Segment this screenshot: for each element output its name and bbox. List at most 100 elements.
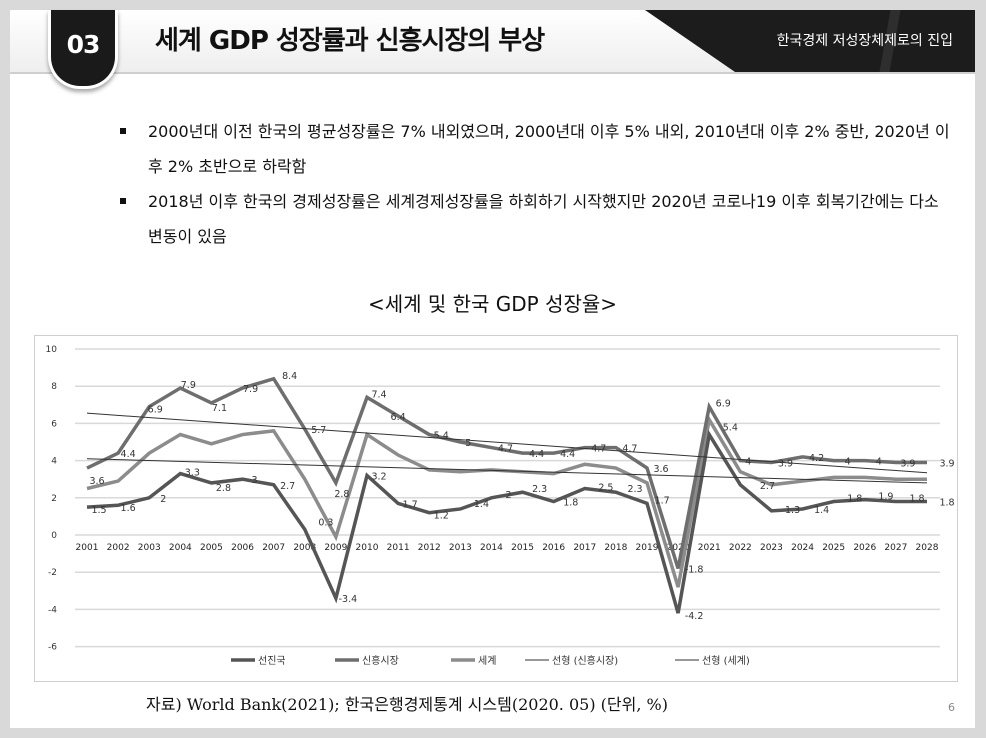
legend-label: 신흥시장 [362, 654, 399, 667]
y-tick-label: 4 [51, 457, 57, 467]
data-label: 1.5 [91, 505, 106, 516]
data-label: 3 [252, 475, 258, 486]
y-tick-label: -2 [48, 568, 57, 578]
data-label: 6.9 [148, 405, 163, 416]
data-label: 2.7 [760, 481, 775, 492]
gdp-growth-line-chart: -6 -4 -2 0 2 4 6 8 10 2001 2002 2003 2004 2005 2006 200… [46, 345, 955, 667]
slide-subtitle: 한국경제 저성장체제로의 진입 [776, 33, 953, 49]
chart-title: <세계 및 한국 GDP 성장율> [367, 292, 618, 316]
y-tick-label: 10 [46, 345, 58, 355]
data-label: 1.4 [814, 505, 829, 516]
x-tick-label: 2018 [604, 543, 627, 553]
section-number-tab: 03 [48, 10, 118, 89]
x-tick-label: 2027 [884, 543, 907, 553]
data-label: -3.4 [339, 594, 358, 605]
data-label: 7.4 [371, 389, 386, 400]
page-number: 6 [948, 701, 955, 714]
data-label: 4.4 [560, 449, 575, 460]
slide-header: 03 세계 GDP 성장률과 신흥시장의 부상 한국경제 저성장체제로의 진입 [10, 10, 975, 89]
x-tick-label: 2002 [107, 543, 130, 553]
x-tick-label: 2025 [822, 543, 845, 553]
x-tick-label: 2005 [200, 543, 223, 553]
data-label: 5.7 [311, 425, 326, 436]
data-label: 1.8 [563, 498, 578, 509]
legend-label: 세계 [478, 655, 496, 667]
x-tick-label: 2026 [853, 543, 876, 553]
x-tick-label: 2012 [418, 543, 441, 553]
chart-container: -6 -4 -2 0 2 4 6 8 10 2001 2002 2003 2004 2005 2006 200… [34, 335, 958, 682]
legend-label: 선진국 [258, 655, 286, 667]
trendline-world [86, 458, 928, 484]
series-line-advanced [86, 429, 927, 614]
x-tick-label: 2004 [169, 543, 192, 553]
data-label: 1.2 [434, 511, 449, 522]
data-label: 4.7 [591, 444, 606, 455]
bullet-list: 2000년대 이전 한국의 평균성장률은 7% 내외였으며, 2000년대 이후… [118, 114, 958, 254]
data-label: 4.4 [121, 449, 136, 460]
y-tick-label: 6 [51, 419, 57, 429]
data-label: 8.4 [282, 371, 297, 382]
data-label: 7.9 [243, 384, 258, 395]
data-label: 3.9 [778, 458, 793, 469]
data-label: -1.8 [685, 564, 704, 575]
y-tick-label: 2 [51, 494, 57, 504]
y-tick-label: -4 [48, 605, 57, 615]
series-line-emerging [86, 376, 927, 569]
bullet-item: 2000년대 이전 한국의 평균성장률은 7% 내외였으며, 2000년대 이후… [118, 114, 958, 184]
data-label: -4.2 [685, 611, 704, 622]
data-label: 1.3 [785, 505, 800, 516]
data-label: 1.4 [474, 499, 489, 510]
data-label: 1.7 [655, 495, 670, 506]
data-label: 2 [506, 490, 512, 501]
legend-label: 선형 (세계) [702, 655, 750, 667]
data-label: 4 [876, 457, 882, 468]
y-tick-label: 0 [51, 531, 57, 541]
x-tick-label: 2020 [667, 543, 690, 553]
legend-label: 선형 (신흥시장) [552, 654, 618, 667]
x-tick-label: 2021 [698, 543, 721, 553]
data-label: 7.1 [212, 403, 227, 414]
y-tick-label: -6 [48, 643, 57, 653]
x-tick-label: 2007 [262, 543, 285, 553]
y-tick-label: 8 [51, 382, 57, 392]
data-label: 4 [745, 457, 751, 468]
data-label: 2.5 [598, 483, 613, 494]
data-label: 5.4 [434, 431, 449, 442]
data-label: 1.7 [403, 499, 418, 510]
data-label: 2 [160, 494, 166, 505]
data-label: 1.8 [939, 498, 954, 509]
x-tick-label: 2014 [480, 543, 503, 553]
x-tick-label: 2011 [387, 543, 410, 553]
slide: 03 세계 GDP 성장률과 신흥시장의 부상 한국경제 저성장체제로의 진입 … [10, 10, 975, 728]
data-label: 1.9 [878, 492, 893, 503]
data-label: 7.9 [181, 380, 196, 391]
x-tick-label: 2024 [791, 543, 814, 553]
x-tick-label: 2015 [511, 543, 534, 553]
x-tick-label: 2010 [356, 543, 379, 553]
x-tick-label: 2013 [449, 543, 472, 553]
trendline-emerging [86, 412, 928, 474]
data-label: 0.3 [318, 517, 333, 528]
x-tick-label: 2023 [760, 543, 783, 553]
data-label: 2.3 [627, 484, 642, 495]
x-tick-label: 2016 [542, 543, 565, 553]
section-number: 03 [66, 30, 101, 59]
data-label: 3.6 [89, 476, 104, 487]
data-label: 4 [845, 457, 851, 468]
x-tick-label: 2001 [76, 543, 99, 553]
x-tick-label: 2017 [573, 543, 596, 553]
data-label: 6.9 [716, 399, 731, 410]
data-label: 2.3 [532, 484, 547, 495]
data-label: 2.8 [216, 483, 231, 494]
x-tick-label: 2019 [636, 543, 659, 553]
data-label: 4.4 [529, 449, 544, 460]
data-label: 1.6 [121, 503, 136, 514]
bullet-item: 2018년 이후 한국의 경제성장률은 세계경제성장률을 하회하기 시작했지만 … [118, 184, 958, 254]
data-label: 5 [465, 438, 471, 449]
data-label: 6.4 [391, 412, 406, 423]
data-label: 1.8 [847, 494, 862, 505]
x-tick-label: 2003 [138, 543, 161, 553]
data-label: 4.7 [498, 444, 513, 455]
data-label: 4.7 [622, 444, 637, 455]
data-label: 1.8 [909, 494, 924, 505]
